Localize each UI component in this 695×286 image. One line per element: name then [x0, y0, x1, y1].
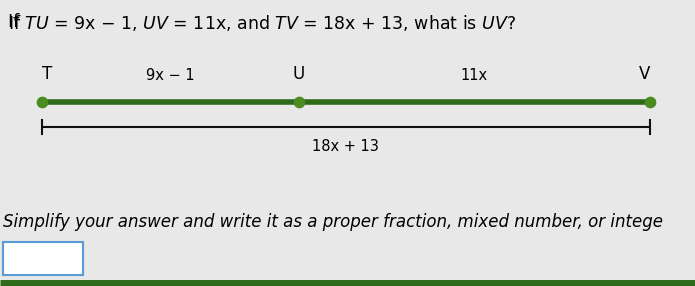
Text: 9x − 1: 9x − 1	[146, 68, 195, 83]
Text: Simplify your answer and write it as a proper fraction, mixed number, or intege: Simplify your answer and write it as a p…	[3, 213, 664, 231]
Text: If $\mathit{TU}$ = 9x − 1, $\mathit{UV}$ = 11x, and $\mathit{TV}$ = 18x + 13, wh: If $\mathit{TU}$ = 9x − 1, $\mathit{UV}$…	[8, 13, 516, 33]
Text: T: T	[42, 65, 52, 83]
FancyBboxPatch shape	[3, 242, 83, 275]
Text: 18x + 13: 18x + 13	[312, 139, 379, 154]
Point	[293, 99, 304, 104]
Point	[644, 99, 655, 104]
Point	[36, 99, 47, 104]
Text: 11x: 11x	[461, 68, 488, 83]
Text: If: If	[8, 13, 25, 31]
Text: V: V	[639, 65, 650, 83]
Text: U: U	[293, 65, 305, 83]
